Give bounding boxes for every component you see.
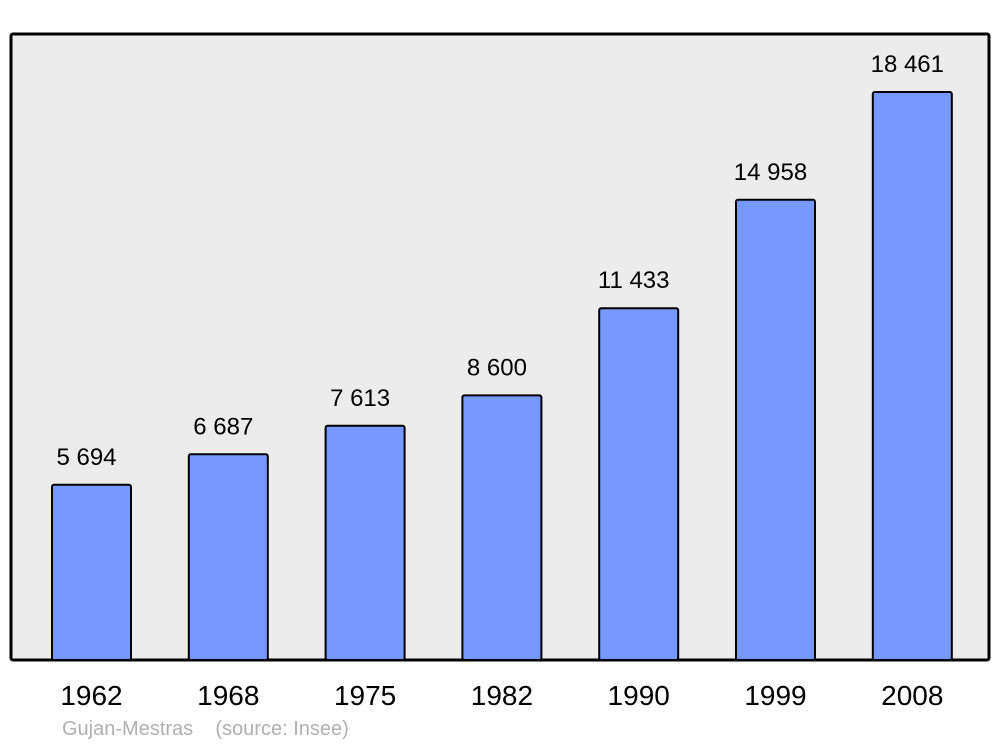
x-tick-label-1990: 1990 [608,680,670,711]
x-tick-label-1968: 1968 [197,680,259,711]
x-tick-label-1962: 1962 [60,680,122,711]
data-label-1962: 5 694 [56,444,116,471]
bar-2008 [871,91,953,661]
data-label-2008: 18 461 [871,51,944,78]
x-tick-label-2008: 2008 [881,680,943,711]
caption-source: (source: Insee) [215,718,349,740]
bar-1990 [598,307,680,661]
x-tick-label-1975: 1975 [334,680,396,711]
bar-1982 [461,394,543,661]
data-label-1999: 14 958 [734,159,807,186]
data-label-1990: 11 433 [598,267,670,294]
bars-group: 5 694 1962 6 687 1968 7 613 1975 8 600 1982 11 4… [51,51,953,711]
data-label-1975: 7 613 [330,385,390,412]
data-label-1968: 6 687 [193,413,253,440]
data-label-1982: 8 600 [467,354,527,381]
caption-place: Gujan-Mestras [62,718,194,740]
x-tick-label-1982: 1982 [471,680,533,711]
bar-1999 [735,198,816,661]
x-tick-label-1999: 1999 [744,680,806,711]
chart-caption: Gujan-Mestras (source: Insee) [62,718,349,741]
bar-1975 [324,424,406,661]
bar-1962 [51,483,132,661]
bar-1968 [187,453,269,661]
